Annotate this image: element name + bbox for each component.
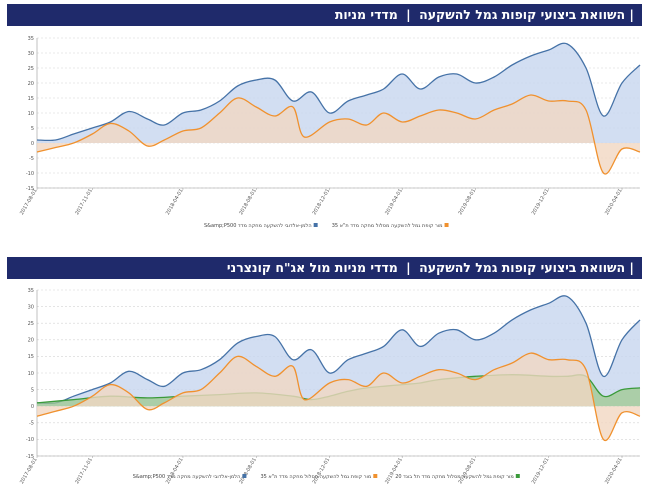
title-part1: השוואת ביצועי קופות גמל להשקעה [419, 260, 626, 275]
x-tick-label: 2018-08-01 [238, 457, 258, 485]
chart-title: | השוואת ביצועי קופות גמל להשקעה | מדדי … [7, 257, 642, 279]
x-tick-label: 2017-11-01 [74, 188, 94, 216]
x-tick-label: 2019-12-01 [531, 188, 551, 216]
y-tick-label: 10 [28, 111, 34, 117]
series-line-orange [36, 352, 641, 442]
legend: מור קופת גמל להשקעה מסלול מחקה מדד ת"א 3… [204, 223, 449, 229]
chart-panel-stocks-vs-bonds: | השוואת ביצועי קופות גמל להשקעה | מדדי … [0, 253, 646, 504]
y-tick-label: 15 [28, 354, 34, 360]
x-tick-label: 2018-12-01 [312, 188, 332, 216]
chart-panel-sp500-vs-ta35: | השוואת ביצועי קופות גמל להשקעה | מדדי … [0, 0, 646, 238]
y-tick-label: -15 [26, 454, 34, 460]
title-separator: | [406, 7, 411, 22]
title-part2: מדדי מניות מול אג"ח קונצרני [226, 260, 398, 275]
y-tick-label: 15 [28, 96, 34, 102]
series-area-orange [37, 94, 640, 175]
chart-title: | השוואת ביצועי קופות גמל להשקעה | מדדי … [7, 4, 642, 26]
y-tick-label: -5 [29, 421, 34, 427]
y-tick-label: 20 [28, 81, 34, 87]
y-tick-label: -15 [26, 186, 34, 192]
legend-swatch-blue [242, 474, 247, 478]
x-tick-label: 2020-04-01 [604, 188, 624, 216]
y-tick-label: 35 [28, 288, 34, 294]
legend-label[interactable]: מור קופת גמל להשקעה מסלול מחקה מדד תל בו… [395, 474, 514, 480]
x-tick-label: 2017-08-01 [19, 188, 39, 216]
x-tick-label: 2019-08-01 [457, 188, 477, 216]
title-part1: השוואת ביצועי קופות גמל להשקעה [419, 7, 626, 22]
x-tick-label: 2019-08-01 [457, 457, 477, 485]
y-tick-label: 5 [31, 387, 34, 393]
legend-swatch-green [515, 474, 520, 478]
title-part2: מדדי מניות [334, 7, 398, 22]
legend: מור קופת גמל להשקעה מסלול מחקה מדד תל בו… [133, 474, 520, 480]
x-tick-label: 2019-04-01 [384, 188, 404, 216]
x-tick-label: 2018-04-01 [165, 457, 185, 485]
title-separator: | [406, 260, 411, 275]
legend-label[interactable]: מור קופת גמל להשקעה מסלול מחקה מדד ת"א 3… [332, 223, 443, 229]
x-tick-label: 2018-12-01 [312, 457, 332, 485]
x-tick-label: 2020-04-01 [604, 457, 624, 485]
y-tick-label: 35 [28, 36, 34, 42]
x-axis: 2017-08-01 2017-11-01 2018-04-01 2018-08-01… [19, 188, 624, 216]
legend-swatch-blue [313, 223, 318, 227]
legend-label[interactable]: הלמן-אלדובי להשקעה מחקה מדד S&amp;P500 [204, 223, 312, 229]
series-line-orange [36, 94, 641, 175]
y-tick-label: -10 [26, 437, 34, 443]
y-tick-label: 0 [31, 404, 34, 410]
x-tick-label: 2017-08-01 [19, 457, 39, 485]
y-tick-label: 30 [28, 51, 34, 57]
y-tick-label: 0 [31, 141, 34, 147]
legend-label[interactable]: מור קופת גמל להשקעה מסלול מחקה מדד ת"א 3… [260, 474, 371, 480]
x-tick-label: 2017-11-01 [74, 457, 94, 485]
series-line-blue [36, 42, 641, 142]
title-separator: | [629, 260, 634, 275]
legend-label[interactable]: הלמן-אלדובי להשקעה מחקה מדד S&amp;P500 [133, 474, 241, 480]
y-tick-label: 25 [28, 321, 34, 327]
legend-swatch-orange [444, 223, 449, 227]
y-tick-label: 10 [28, 371, 34, 377]
y-axis: 35 30 25 20 15 10 5 0 -5 -10 -15 [26, 36, 34, 192]
x-tick-label: 2018-04-01 [165, 188, 185, 216]
grid-lines [37, 289, 640, 457]
series-area-orange [37, 353, 640, 441]
y-tick-label: 20 [28, 338, 34, 344]
y-tick-label: 30 [28, 304, 34, 310]
y-tick-label: 5 [31, 126, 34, 132]
x-tick-label: 2019-12-01 [531, 457, 551, 485]
x-tick-label: 2019-04-01 [384, 457, 404, 485]
x-axis: 2017-08-01 2017-11-01 2018-04-01 2018-08-01… [19, 456, 624, 485]
x-tick-label: 2018-08-01 [238, 188, 258, 216]
y-tick-label: -10 [26, 171, 34, 177]
legend-swatch-orange [373, 474, 378, 478]
y-tick-label: 25 [28, 66, 34, 72]
title-separator: | [629, 7, 634, 22]
y-tick-label: -5 [29, 156, 34, 162]
series-line-blue [36, 295, 641, 405]
y-axis: 35 30 25 20 15 10 5 0 -5 -10 -15 [26, 288, 34, 460]
